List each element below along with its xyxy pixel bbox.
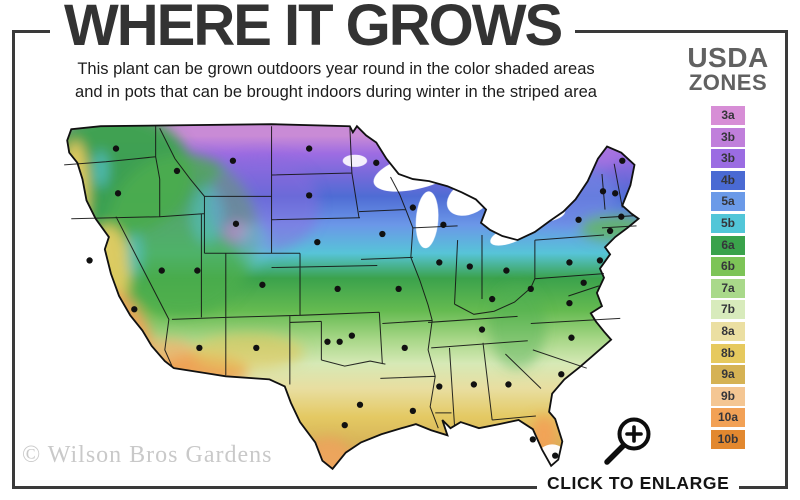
click-to-enlarge-button[interactable]: CLICK TO ENLARGE [537,472,740,494]
zone-swatch-3b-1: 3b [711,127,745,147]
zone-swatch-3b-2: 3b [711,149,745,169]
zone-swatch-6a-6: 6a [711,235,745,255]
legend-title-zones: ZONES [688,70,768,95]
magnifier-plus-icon[interactable] [600,410,654,468]
zone-swatch-5a-4: 5a [711,192,745,212]
subtitle-line-2: and in pots that can be brought indoors … [75,83,597,102]
zone-legend: 3a 3b 3b 4b 5a 5b 6a 6b 7a 7b 8a 8b 9a 9b 10a 10b [711,106,745,452]
zone-swatch-7b-9: 7b [711,300,745,320]
legend-title-usda: USDA [687,42,769,73]
subtitle-line-1: This plant can be grown outdoors year ro… [77,60,595,78]
us-hardiness-zone-map[interactable] [55,118,665,474]
zone-swatch-9b-13: 9b [711,386,745,406]
page-title: WHERE IT GROWS [50,0,576,58]
zone-swatch-10a-14: 10a [711,408,745,428]
zone-swatch-4b-3: 4b [711,170,745,190]
plant-location-dots [86,145,626,459]
legend-title: USDA ZONES [686,44,770,94]
zone-swatch-7a-8: 7a [711,278,745,298]
zone-swatch-3a-0: 3a [711,106,745,125]
zone-swatch-10b-15: 10b [711,429,745,449]
zone-swatch-6b-7: 6b [711,257,745,277]
zone-swatch-5b-5: 5b [711,213,745,233]
zone-shading [67,124,639,469]
subtitle: This plant can be grown outdoors year ro… [12,58,660,105]
watermark: © Wilson Bros Gardens [22,442,273,468]
state-borders [64,126,637,429]
zone-swatch-8b-11: 8b [711,343,745,363]
map-container[interactable] [55,118,665,474]
zone-swatch-8a-10: 8a [711,321,745,341]
zone-swatch-9a-12: 9a [711,365,745,385]
